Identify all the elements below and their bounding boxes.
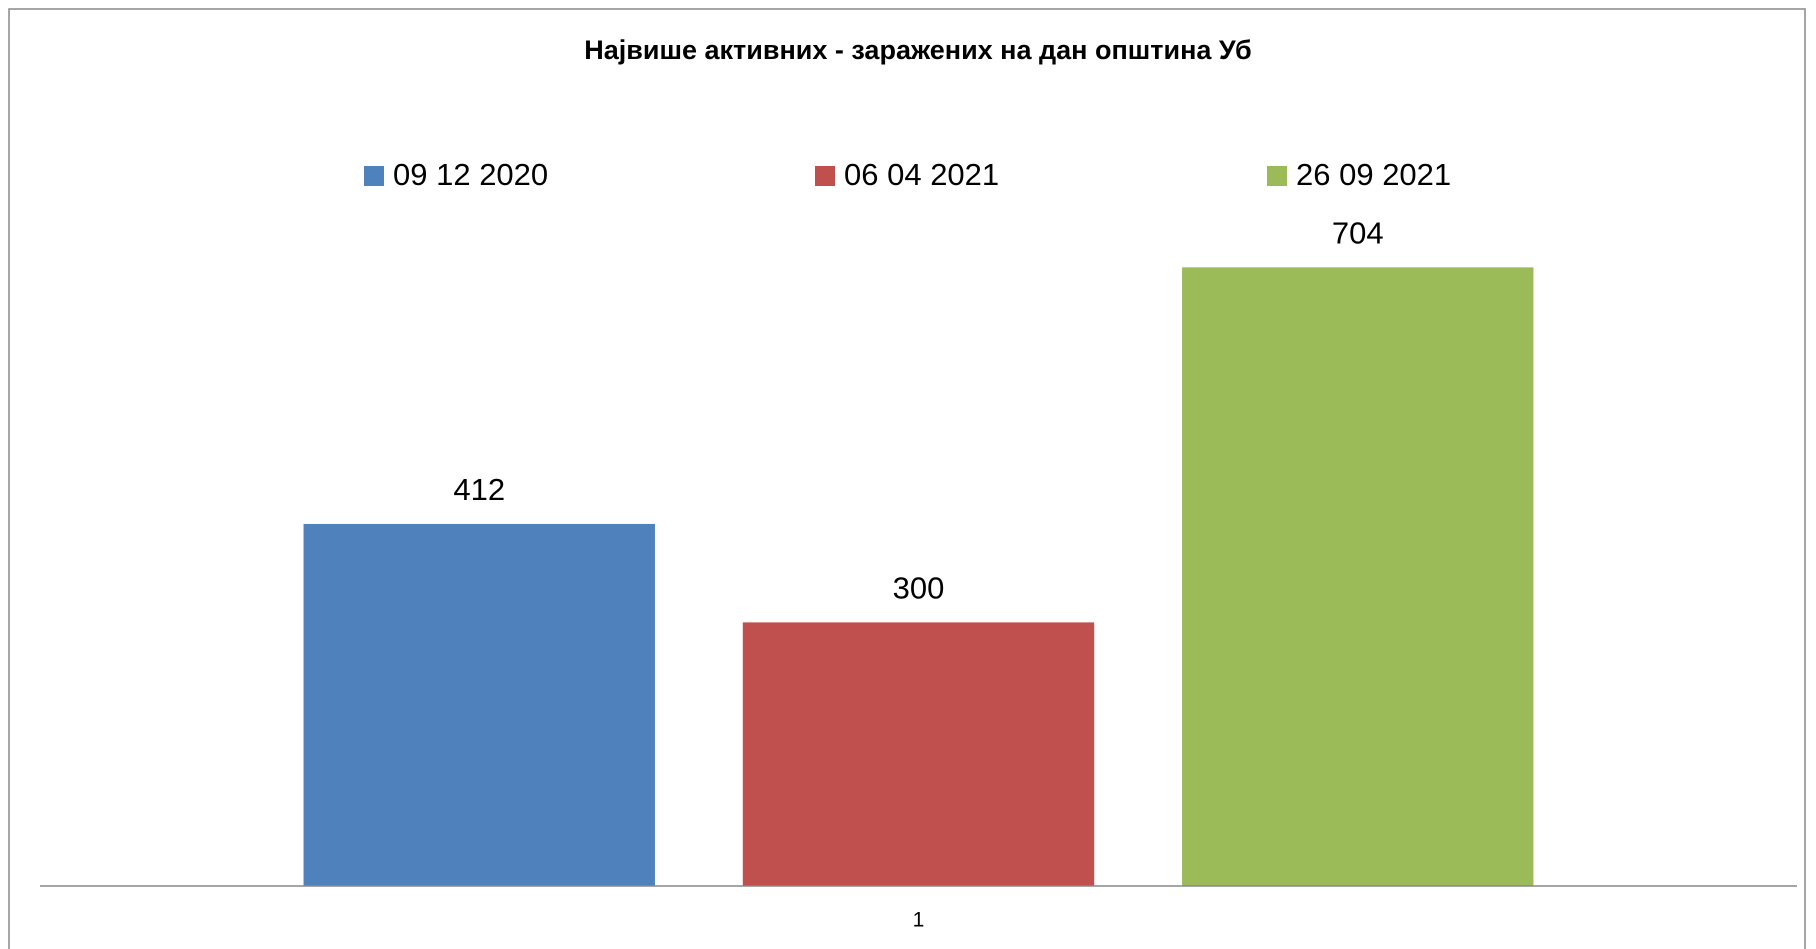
legend-swatch — [364, 166, 384, 186]
data-label: 300 — [893, 571, 945, 606]
bar — [303, 523, 655, 886]
legend-label: 06 04 2021 — [844, 157, 999, 192]
x-tick-label: 1 — [913, 909, 925, 932]
data-label: 704 — [1332, 216, 1384, 251]
chart-title: Највише активних - заражених на дан општ… — [584, 35, 1251, 65]
data-label: 412 — [453, 472, 505, 507]
legend-label: 26 09 2021 — [1296, 157, 1451, 192]
legend-label: 09 12 2020 — [393, 157, 548, 192]
bar — [742, 622, 1095, 886]
legend-swatch — [815, 166, 835, 186]
bar — [1182, 267, 1534, 886]
legend-swatch — [1267, 166, 1287, 186]
